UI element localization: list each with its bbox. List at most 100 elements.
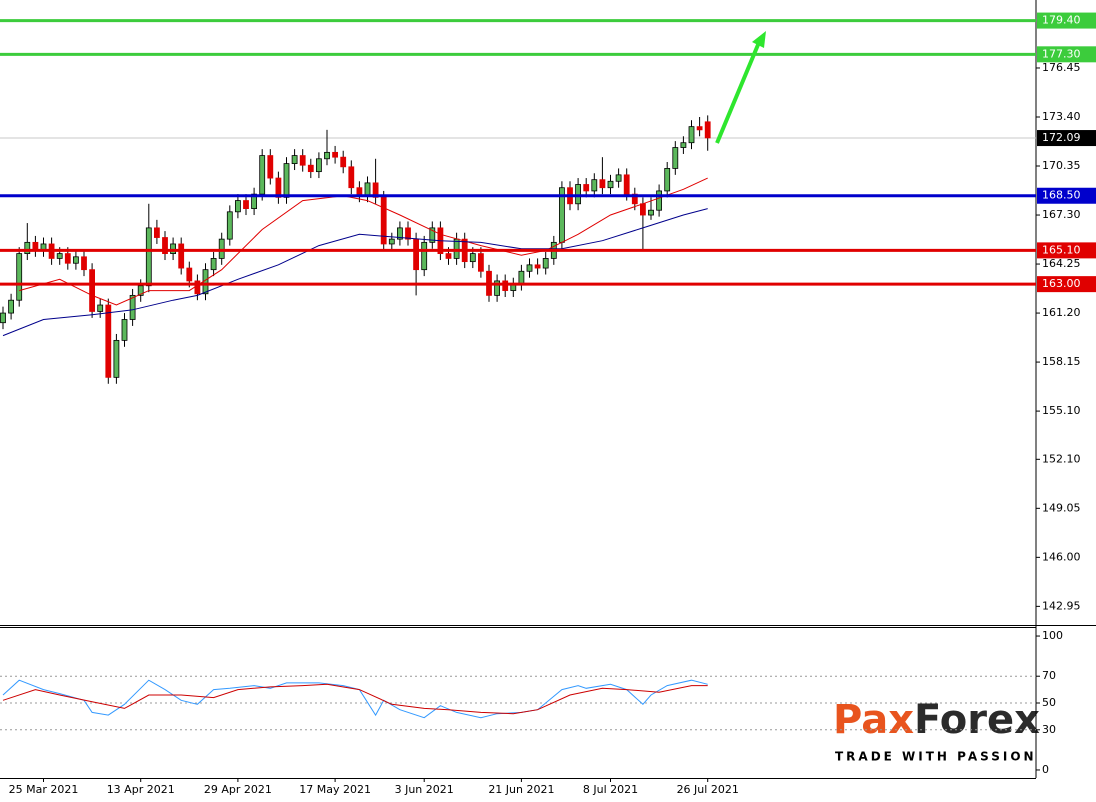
candle-body [672, 147, 679, 169]
candle-body [251, 193, 257, 210]
candle-body [583, 184, 590, 192]
candle-body [64, 253, 71, 264]
candle-body [299, 155, 306, 166]
y-tick-label: 30 [1042, 723, 1056, 736]
candle-body [696, 126, 703, 131]
x-tick-label: 29 Apr 2021 [204, 783, 272, 796]
candle-body [243, 200, 249, 210]
x-tick-label: 8 Jul 2021 [583, 783, 638, 796]
candle-body [591, 179, 598, 192]
y-tick-label: 149.05 [1042, 501, 1081, 514]
candle-body [170, 243, 176, 254]
candle-body [704, 121, 711, 139]
level-label: 179.40 [1042, 14, 1081, 27]
candle-body [599, 179, 606, 189]
candle-body [640, 203, 646, 216]
candle-body [0, 312, 6, 324]
candle-body [97, 304, 104, 312]
moving-average [19, 177, 708, 306]
x-tick-label: 3 Jun 2021 [395, 783, 454, 796]
candle-body [24, 241, 31, 254]
candle-body [178, 243, 185, 269]
candle-body [72, 256, 79, 264]
candle-body [453, 238, 460, 259]
candle-body [688, 126, 695, 144]
candle-body [340, 156, 347, 168]
candle-body [502, 280, 509, 291]
x-tick-label: 25 Mar 2021 [9, 783, 79, 796]
candle-body [137, 285, 144, 296]
candle-body [234, 200, 241, 213]
candle-body [494, 280, 501, 296]
candle-body [89, 269, 95, 312]
level-label-box [1037, 187, 1096, 204]
candle-body [348, 166, 355, 189]
y-tick-label: 176.45 [1042, 61, 1081, 74]
candle-body [186, 267, 193, 282]
level-label-box [1037, 276, 1096, 293]
y-tick-label: 70 [1042, 669, 1056, 682]
candle-body [291, 155, 298, 165]
last-price-label: 172.09 [1042, 131, 1081, 144]
candle-body [283, 163, 290, 198]
y-tick-label: 158.15 [1042, 355, 1081, 368]
y-tick-label: 167.30 [1042, 208, 1081, 221]
candle-body [210, 258, 217, 271]
y-tick-label: 155.10 [1042, 404, 1081, 417]
candle-body [413, 238, 420, 271]
level-label-box [1037, 46, 1096, 63]
candle-body [372, 182, 379, 198]
candle-body [388, 238, 395, 245]
y-tick-label: 161.20 [1042, 306, 1081, 319]
brand-part: Pax [833, 697, 914, 743]
candle-body [405, 227, 411, 240]
candle-body [259, 155, 266, 195]
y-tick-label: 0 [1042, 763, 1049, 776]
candle-body [307, 164, 314, 173]
candle-body [162, 237, 168, 254]
candle-body [56, 253, 63, 259]
level-label-box [1037, 12, 1096, 29]
candle-body [8, 299, 14, 314]
candle-body [429, 227, 436, 243]
candle-body [478, 253, 484, 272]
candle-body [397, 227, 403, 240]
candle-body [226, 211, 233, 240]
candle-body [469, 253, 476, 263]
tagline: TRADE WITH PASSION [835, 750, 1037, 764]
candle-body [648, 209, 654, 216]
candle-body [518, 270, 525, 285]
oscillator-line [2, 683, 708, 715]
candle-body [16, 253, 23, 301]
x-tick-label: 26 Jul 2021 [677, 783, 739, 796]
candle-body [364, 182, 371, 197]
y-tick-label: 142.95 [1042, 599, 1081, 612]
candle-body [526, 264, 533, 272]
candle-body [664, 168, 671, 192]
candle-body [275, 177, 282, 198]
arrow [715, 39, 762, 144]
y-tick-label: 173.40 [1042, 110, 1081, 123]
brand: PaxForex [833, 697, 1040, 743]
candle-body [105, 304, 112, 378]
arrow-head [752, 31, 766, 48]
level-label: 168.50 [1042, 189, 1081, 202]
candle-body [332, 151, 339, 158]
candle-body [218, 238, 225, 259]
candle-body [113, 339, 120, 378]
candle-body [615, 174, 622, 182]
last-price-box [1037, 130, 1096, 147]
candle-body [623, 174, 630, 195]
moving-average [2, 208, 708, 337]
brand-part: Forex [914, 697, 1040, 743]
candle-body [631, 193, 638, 205]
y-tick-label: 170.35 [1042, 159, 1081, 172]
candle-body [542, 258, 549, 269]
candle-body [445, 253, 452, 259]
candle-body [656, 190, 663, 211]
level-label: 163.00 [1042, 277, 1081, 290]
y-tick-label: 146.00 [1042, 550, 1081, 563]
y-tick-label: 164.25 [1042, 257, 1081, 270]
candle-body [267, 155, 274, 179]
